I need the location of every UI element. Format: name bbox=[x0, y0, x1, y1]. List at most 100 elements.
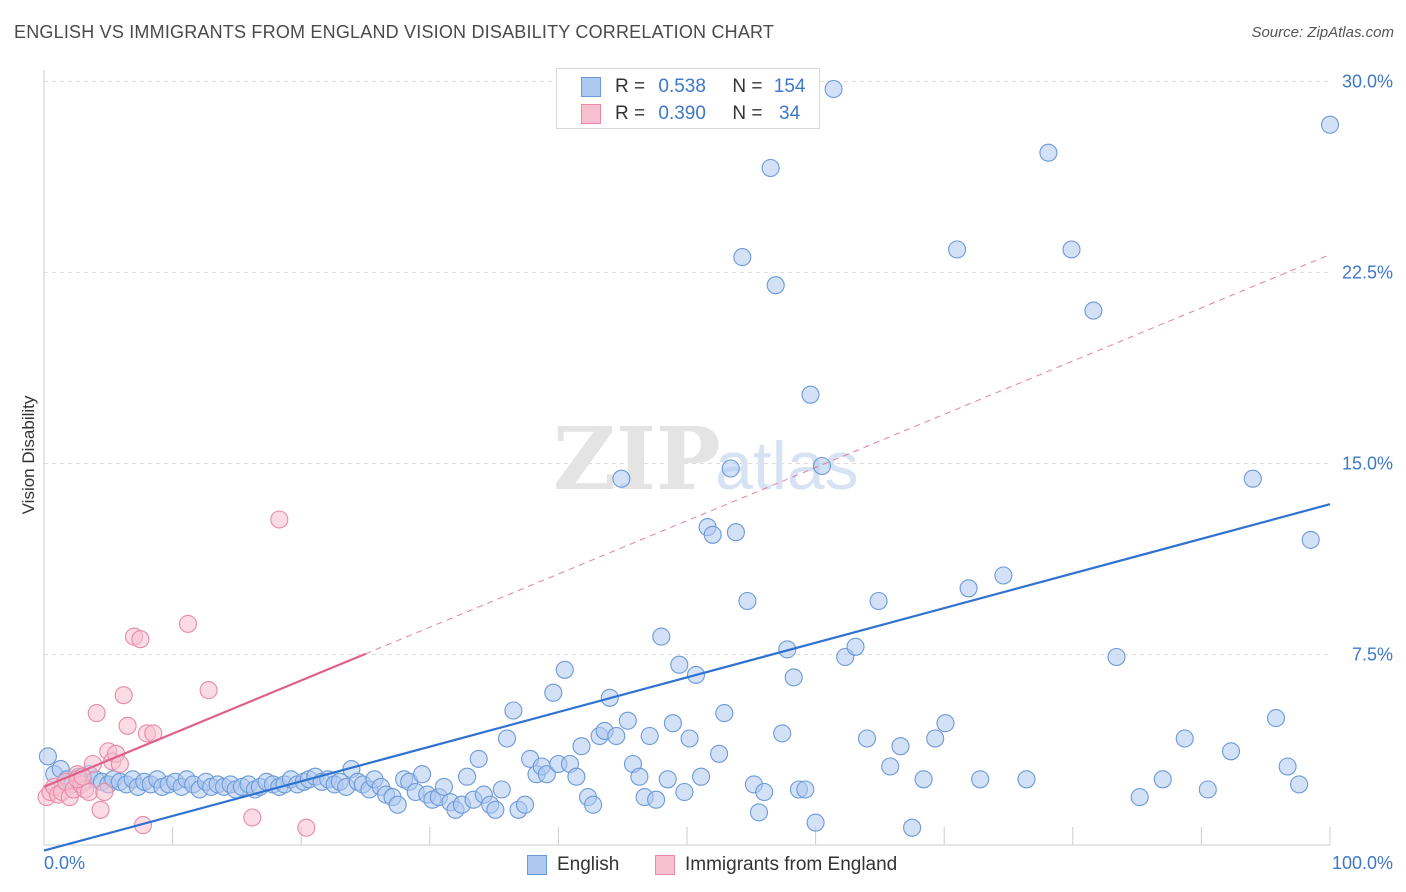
english-point bbox=[726, 523, 745, 542]
n-label: N = bbox=[732, 103, 763, 124]
english-point bbox=[1320, 115, 1340, 134]
english-point bbox=[926, 729, 945, 748]
english-point bbox=[749, 803, 769, 822]
immigrant-point bbox=[95, 782, 114, 802]
english-point bbox=[680, 729, 699, 748]
english-point bbox=[492, 780, 511, 799]
immigrant-point bbox=[87, 704, 106, 723]
english-point bbox=[846, 637, 865, 656]
immigrant-point bbox=[91, 800, 110, 819]
english-point bbox=[1130, 788, 1149, 807]
english-point bbox=[891, 737, 910, 756]
english-point bbox=[824, 79, 843, 99]
immigrant-point bbox=[270, 510, 289, 529]
english-point bbox=[567, 767, 586, 786]
trend-layer bbox=[43, 254, 1331, 852]
watermark-zip: ZIP bbox=[553, 409, 721, 510]
english-point bbox=[663, 714, 682, 733]
english-point bbox=[630, 767, 649, 786]
r-label: R = bbox=[615, 103, 646, 124]
english-point bbox=[948, 240, 967, 259]
english-point bbox=[733, 248, 752, 267]
axis-layer bbox=[43, 70, 1331, 846]
english-point bbox=[675, 782, 694, 802]
r-label: R = bbox=[615, 76, 646, 97]
immigrant-point bbox=[297, 818, 316, 837]
english-point bbox=[413, 765, 432, 784]
immigrant-point bbox=[178, 614, 198, 633]
english-point bbox=[721, 459, 740, 478]
english-point bbox=[806, 813, 825, 832]
english-point bbox=[1198, 780, 1217, 799]
english-point bbox=[796, 780, 815, 799]
stats-legend: R = 0.538 N = 154 R = 0.390 N = 34 bbox=[556, 68, 820, 129]
english-point bbox=[584, 795, 603, 814]
english-point bbox=[504, 701, 523, 720]
english-point bbox=[715, 704, 734, 723]
english-point bbox=[881, 757, 900, 776]
english-point bbox=[959, 579, 978, 598]
english-point bbox=[801, 385, 820, 404]
english-swatch bbox=[581, 77, 601, 97]
english-point bbox=[670, 655, 689, 674]
english-label: English bbox=[557, 854, 620, 875]
grid-layer bbox=[44, 80, 1330, 655]
legend-row-immigrants: R = 0.390 N = 34 bbox=[581, 101, 800, 127]
english-point bbox=[994, 566, 1013, 585]
immigrants-swatch bbox=[581, 104, 601, 124]
y-axis-label: Vision Disability bbox=[19, 395, 38, 514]
english-point bbox=[766, 276, 785, 295]
english-point bbox=[692, 767, 711, 786]
english-point bbox=[857, 729, 877, 748]
english-point bbox=[812, 456, 832, 476]
n-label: N = bbox=[732, 76, 763, 97]
english-point bbox=[555, 660, 574, 679]
english-point bbox=[458, 767, 477, 786]
english-point bbox=[647, 790, 666, 809]
english-point bbox=[1153, 770, 1172, 789]
english-point bbox=[658, 770, 677, 789]
english-point bbox=[1266, 709, 1286, 728]
x-tick-label-min: 0.0% bbox=[44, 853, 85, 873]
immigrant-point bbox=[114, 686, 133, 705]
y-tick-label: 22.5% bbox=[1342, 262, 1393, 282]
english-point bbox=[1084, 301, 1103, 320]
english-point bbox=[936, 714, 955, 733]
english-trend-line bbox=[43, 503, 1331, 852]
legend-row-english: R = 0.538 N = 154 bbox=[581, 74, 805, 100]
english-point bbox=[755, 782, 774, 802]
english-point bbox=[761, 158, 780, 178]
immigrants-trend-line-solid bbox=[43, 652, 366, 788]
english-point bbox=[1107, 647, 1126, 667]
bottom-legend-english: English bbox=[527, 852, 619, 878]
english-swatch bbox=[527, 855, 547, 875]
english-point bbox=[1243, 469, 1262, 488]
english-point bbox=[572, 737, 591, 756]
english-point bbox=[1301, 530, 1320, 549]
english-point bbox=[537, 765, 556, 784]
y-tick-label: 30.0% bbox=[1342, 71, 1393, 91]
english-point bbox=[1278, 757, 1297, 776]
english-point bbox=[784, 668, 803, 687]
immigrants-label: Immigrants from England bbox=[685, 854, 898, 875]
english-point bbox=[738, 591, 757, 611]
english-point bbox=[612, 469, 631, 488]
english-point bbox=[515, 795, 535, 814]
english-point bbox=[434, 777, 453, 796]
english-point bbox=[773, 724, 792, 743]
immigrants-swatch bbox=[655, 855, 675, 875]
english-point bbox=[1039, 143, 1058, 162]
english-point bbox=[971, 770, 990, 789]
r-value: 0.538 bbox=[658, 76, 706, 97]
english-point bbox=[1017, 770, 1036, 789]
immigrant-point bbox=[131, 630, 150, 649]
x-tick-label-max: 100.0% bbox=[1332, 853, 1393, 873]
n-value: 154 bbox=[773, 76, 806, 97]
label-layer: 7.5% 15.0% 22.5% 30.0% 0.0% 100.0% Vision Disa… bbox=[19, 71, 1393, 873]
n-value: 34 bbox=[773, 103, 801, 124]
chart-title: ENGLISH VS IMMIGRANTS FROM ENGLAND VISIO… bbox=[14, 22, 775, 42]
english-point bbox=[1175, 729, 1194, 748]
english-point bbox=[544, 683, 563, 702]
immigrants-trend-line-dashed bbox=[365, 254, 1331, 655]
